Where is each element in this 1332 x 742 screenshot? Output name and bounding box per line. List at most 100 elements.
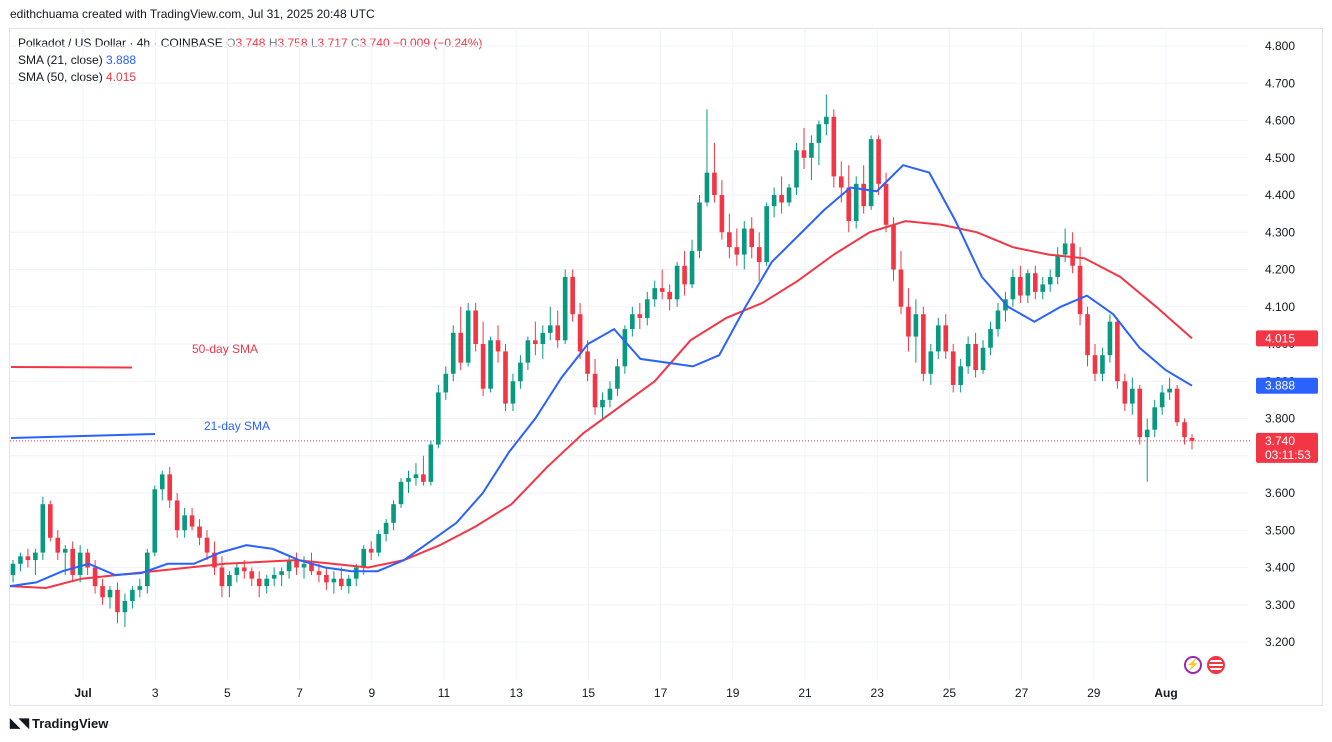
candle (1129, 377, 1135, 415)
sma21-line[interactable] (9, 164, 1193, 588)
candle (85, 548, 90, 575)
candle (174, 493, 180, 538)
candle-body (376, 533, 381, 553)
candle (413, 463, 419, 486)
candle-body (988, 329, 993, 348)
candle-body (353, 567, 359, 579)
candle-body (824, 116, 829, 125)
low-label: L (310, 36, 318, 50)
candle-body (1085, 314, 1090, 356)
candle (443, 366, 449, 400)
candle (824, 94, 829, 136)
candle-body (152, 489, 158, 553)
sma50-label: SMA (50, close) (18, 70, 103, 84)
annotation-lines: 50-day SMA 21-day SMA (10, 342, 270, 439)
candle (10, 560, 16, 583)
candle (853, 176, 859, 229)
candle (794, 142, 799, 195)
candle-body (1107, 321, 1113, 356)
candle-body (615, 366, 620, 389)
candle-body (921, 314, 926, 374)
candle-body (555, 325, 561, 341)
candle-body (107, 589, 113, 598)
candle (667, 284, 672, 311)
candle-body (980, 347, 986, 371)
candle-body (264, 578, 270, 587)
candle (346, 574, 352, 594)
candle-body (204, 537, 210, 553)
candle (152, 485, 158, 557)
legend-sma21-row[interactable]: SMA (21, close) 3.888 (18, 52, 482, 69)
legend-sma50-row[interactable]: SMA (50, close) 4.015 (18, 69, 482, 86)
candle (421, 455, 426, 486)
candle-body (794, 150, 799, 188)
candle-body (182, 515, 187, 531)
candle (376, 530, 381, 557)
candle (525, 336, 531, 371)
annotation-sma21-line (10, 433, 156, 439)
candle-body (1010, 276, 1016, 300)
y-tick-label: 3.300 (1265, 598, 1295, 612)
candle (637, 303, 643, 330)
candle-body (368, 548, 374, 553)
price-axis[interactable]: 3.2003.3003.4003.5003.6003.7003.8003.900… (1265, 39, 1295, 649)
candle (577, 303, 583, 359)
candle-body (965, 344, 971, 367)
candle (1152, 399, 1158, 438)
candle-body (189, 515, 195, 527)
sma21-price-tag-text: 3.888 (1265, 379, 1295, 393)
candle-body (1055, 254, 1060, 277)
candle (570, 269, 575, 322)
candle (301, 556, 307, 579)
candle (450, 325, 456, 382)
candle-body (883, 183, 889, 225)
candle-body (383, 522, 389, 534)
candle (1070, 232, 1075, 274)
candle-body (465, 310, 471, 363)
y-tick-label: 4.800 (1265, 39, 1295, 53)
candle (518, 355, 523, 389)
candle (712, 142, 717, 203)
lightning-icon[interactable]: ⚡ (1184, 656, 1202, 674)
close-label: C (350, 36, 360, 50)
time-axis[interactable]: Jul 3 5 7 9 11 13 15 17 19 21 23 25 27 29 Aug (74, 686, 1177, 700)
y-tick-label: 4.100 (1265, 300, 1295, 314)
candle (279, 567, 284, 587)
candle (324, 567, 329, 590)
candle-body (607, 388, 613, 400)
candle (809, 135, 814, 181)
candle-body (786, 187, 792, 203)
candle (510, 373, 516, 412)
candle-body (592, 373, 598, 408)
candle (547, 306, 553, 341)
x-tick-label: 3 (152, 686, 159, 700)
candle-body (861, 183, 866, 207)
annotation-sma50-line (10, 366, 133, 369)
candle (159, 470, 165, 501)
candle-body (1077, 265, 1083, 315)
last-price-tag-countdown: 03:11:53 (1265, 448, 1311, 462)
candle-body (488, 340, 493, 389)
sma50-line[interactable] (9, 220, 1193, 590)
candle-body (145, 552, 150, 587)
candle-body (518, 362, 523, 382)
candle-body (1040, 284, 1046, 292)
candle (406, 470, 411, 493)
candle-body (741, 228, 747, 255)
candle (100, 578, 105, 605)
candle (943, 314, 949, 359)
candle (891, 217, 896, 281)
candle-body (450, 332, 456, 374)
us-flag-icon[interactable] (1207, 656, 1225, 674)
candle (1144, 418, 1150, 482)
candle (704, 109, 710, 207)
candle-body (562, 276, 568, 341)
x-tick-label: 15 (582, 686, 596, 700)
candle-body (130, 589, 135, 602)
candle-body (249, 571, 255, 579)
candle (40, 496, 46, 561)
candle (488, 336, 493, 393)
candle-body (55, 537, 61, 553)
